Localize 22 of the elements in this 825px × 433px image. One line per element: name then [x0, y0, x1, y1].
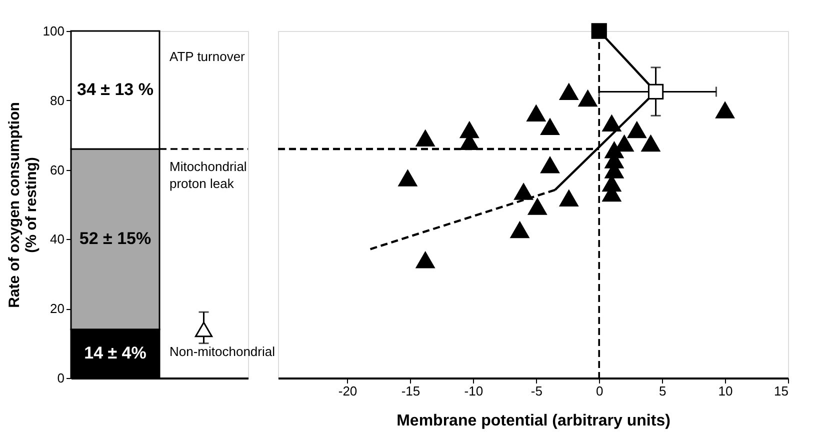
y-tick-label: 40 — [50, 232, 64, 247]
x-tick-label: -15 — [401, 384, 420, 398]
y-tick-label: 20 — [50, 301, 64, 316]
annotation: ATP turnover — [170, 49, 246, 64]
x-tick-label: -20 — [338, 384, 358, 398]
x-tick-label: 5 — [658, 384, 666, 398]
data-label: 14 ± 4% — [84, 344, 146, 363]
data-label: 52 ± 15% — [79, 229, 152, 248]
annotation: Mitochondrial proton leak — [170, 159, 247, 191]
y-axis-title: Rate of oxygen consumption (% of resting) — [6, 102, 40, 308]
y-tick-label: 80 — [50, 92, 64, 108]
annotation: Non-mitochondrial — [170, 344, 276, 359]
x-tick-label: 10 — [718, 384, 733, 398]
x-tick-label: 15 — [774, 384, 788, 398]
y-tick-label: 60 — [50, 162, 64, 178]
x-tick-label: 0 — [596, 384, 604, 398]
x-axis-title: Membrane potential (arbitrary units) — [396, 412, 670, 430]
y-tick-label: 100 — [42, 24, 64, 38]
x-tick-label: -10 — [464, 384, 484, 398]
data-label: 34 ± 13 % — [77, 80, 154, 99]
x-tick-label: -5 — [530, 384, 542, 398]
y-tick-label: 0 — [57, 370, 64, 386]
